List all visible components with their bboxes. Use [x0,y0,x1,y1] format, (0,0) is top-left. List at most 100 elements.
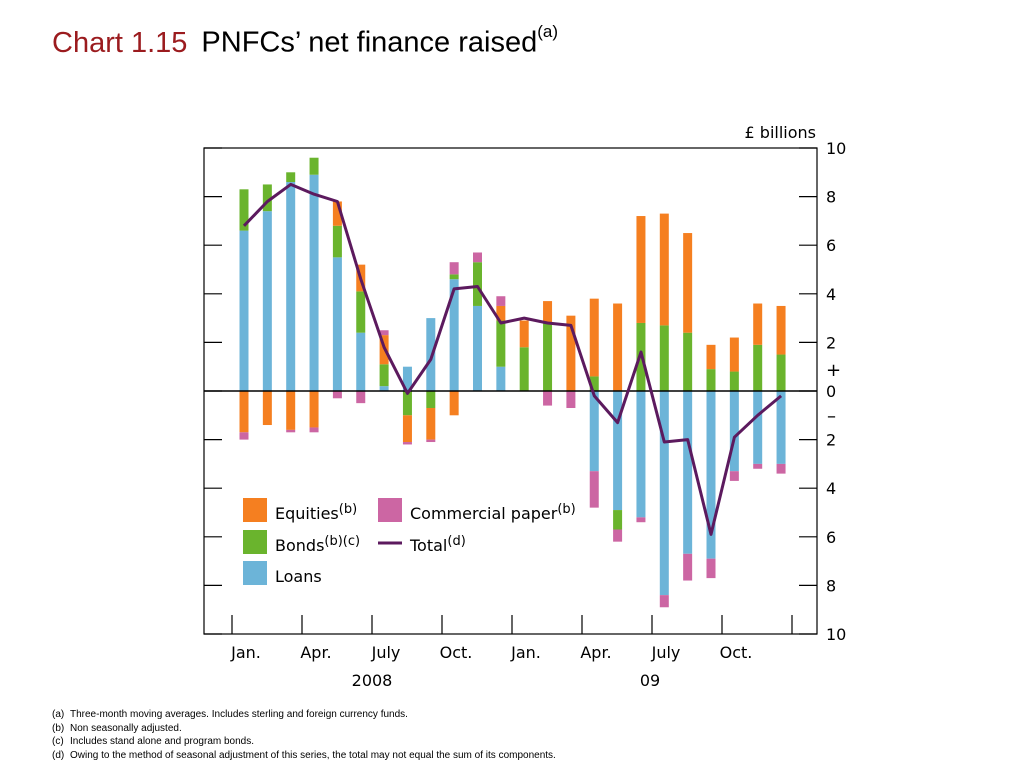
x-tick-label: Jan. [510,643,541,662]
bar-cp [356,391,366,404]
bar-loans [262,211,272,391]
bar-bonds [729,371,739,391]
legend-label-total: Total(d) [409,534,466,555]
bar-cp [589,471,599,508]
bar-cp [332,391,342,399]
bar-loans [496,366,506,391]
bar-loans [309,174,319,391]
bar-loans [356,332,366,391]
x-tick-label: Oct. [440,643,473,662]
bar-bonds [776,354,786,391]
bar-loans [239,230,249,391]
bar-loans [402,366,412,391]
bar-loans [753,391,763,464]
bar-bonds [426,391,436,409]
bar-equities [659,213,669,326]
chart-area: 10 8 6 4 2 0 2 4 6 8 10 £ billions + – Jan. Apr. July Oct… [203,123,846,690]
bar-equities [332,201,342,226]
x-tick-label: Jan. [230,643,261,662]
bar-bonds [332,225,342,258]
chart-number: Chart 1.15 [52,26,188,59]
x-tick-label: Apr. [580,643,611,662]
footnote-text: Three-month moving averages. Includes st… [70,709,408,720]
bar-bonds [309,157,319,175]
bar-bonds [239,189,249,231]
bar-bonds [356,291,366,333]
chart-title-footnote-ref: (a) [537,22,558,41]
bar-cp [683,553,693,581]
bar-loans [379,386,389,391]
y-tick-label: 8 [826,188,836,207]
bar-loans [332,257,342,391]
bar-bonds [519,347,529,391]
bar-loans [683,391,693,554]
bar-equities [309,391,319,428]
bar-equities [706,344,716,370]
bar-cp [706,558,716,579]
footnote: (b) Non seasonally adjusted. [52,722,556,736]
bar-bonds [589,376,599,391]
legend-swatch-loans [243,561,267,585]
bar-cp [426,439,436,443]
bar-equities [402,415,412,443]
bar-cp [309,427,319,433]
bar-cp [776,463,786,474]
bar-bonds [613,510,623,530]
y-tick-label: 4 [826,479,836,498]
bar-cp [379,330,389,336]
y-tick-label: 2 [826,431,836,450]
footnotes: (a) Three-month moving averages. Includes… [52,708,556,762]
bar-cp [402,442,412,445]
plus-sign: + [826,360,841,381]
bar-equities [286,391,296,430]
bar-bonds [379,364,389,387]
y-tick-label: 6 [826,528,836,547]
y-tick-label: 0 [826,382,836,401]
bar-cp [613,529,623,542]
footnote-text: Includes stand alone and program bonds. [70,736,255,748]
legend-label-equities: Equities(b) [275,502,357,523]
y-tick-label: 10 [826,139,846,158]
y-tick-label: 2 [826,333,836,352]
y-tick-label: 4 [826,285,836,304]
bar-cp [729,471,739,481]
bar-bonds [286,172,296,183]
bar-cp [753,463,763,469]
bar-loans [776,391,786,464]
bar-bonds [683,332,693,391]
bar-bonds [402,391,412,416]
footnote-text: Owing to the method of seasonal adjustme… [70,749,556,761]
bar-equities [753,303,763,345]
bar-cp [473,252,482,263]
bar-equities [683,233,693,333]
bar-bonds [262,184,272,212]
footnote: (a) Three-month moving averages. Includes… [52,708,556,722]
footnote-label: (d) [52,749,65,761]
bar-equities [426,408,436,440]
bar-equities [519,320,529,348]
bar-equities [496,305,506,321]
year-label: 2008 [352,671,393,690]
bar-loans [613,391,623,511]
bar-cp [543,391,553,406]
bar-equities [566,315,576,391]
legend-swatch-equities [243,498,267,522]
bar-loans [426,318,436,391]
bar-bonds [706,369,716,391]
x-tick-label: July [651,643,681,662]
bar-loans [636,391,646,518]
bar-cp [636,517,646,523]
bar-bonds [753,344,763,391]
footnote-label: (a) [52,709,65,720]
bar-bonds [543,322,553,391]
bar-equities [262,391,272,426]
chart-title: Chart 1.15 PNFCs’ net finance raised(a) [52,22,558,60]
y-tick-label: 6 [826,236,836,255]
bar-cp [449,262,459,275]
minus-sign: – [827,406,836,427]
bar-equities [613,303,623,391]
chart-title-text: PNFCs’ net finance raised [201,26,538,59]
bar-bonds [449,274,459,280]
bar-loans [286,182,296,391]
legend-swatch-bonds [243,530,267,554]
